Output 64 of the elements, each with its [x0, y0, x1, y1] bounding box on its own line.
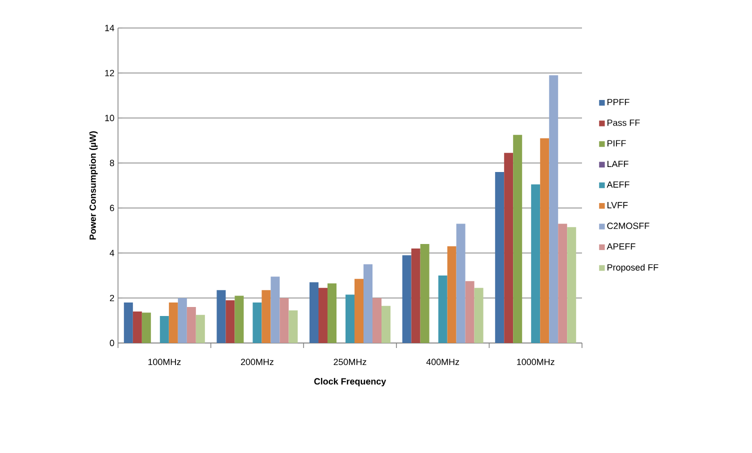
bar [132, 311, 142, 343]
bar [328, 283, 337, 343]
bar [226, 300, 235, 343]
x-tick-label: 200MHz [240, 358, 274, 366]
bar [270, 276, 280, 343]
y-tick-label: 12 [105, 70, 114, 76]
x-tick-label: 1000MHz [517, 358, 554, 366]
bar [567, 227, 576, 343]
y-tick-label: 14 [105, 24, 114, 32]
bar [382, 306, 391, 343]
bar [504, 152, 514, 343]
bar [310, 282, 319, 343]
bar [364, 264, 373, 343]
y-tick-label: 10 [105, 114, 114, 122]
bar [558, 224, 568, 343]
legend-label: APEFF [606, 243, 636, 250]
bar [495, 172, 504, 343]
bar [411, 248, 420, 343]
bar [288, 310, 298, 343]
bar [465, 281, 474, 343]
bar [216, 290, 226, 343]
legend-label: Proposed FF [608, 264, 658, 272]
bar [196, 314, 205, 343]
y-tick-label: 8 [110, 160, 114, 166]
legend-label: AEFF [606, 181, 630, 188]
bar [540, 138, 550, 343]
legend-label: LVFF [608, 202, 628, 208]
bar [142, 312, 151, 343]
bar [168, 302, 178, 343]
y-tick-label: 6 [110, 204, 114, 212]
legend-label: C2MOSFF [607, 222, 650, 230]
bar [252, 302, 262, 343]
y-axis-title: Power Consumption (µW) [89, 131, 98, 240]
x-tick-label: 250MHz [334, 358, 366, 366]
bar [280, 298, 289, 343]
bar [513, 134, 522, 343]
bar [178, 298, 187, 343]
bar [531, 184, 540, 343]
bar [318, 288, 328, 343]
legend-label: PIFF [608, 140, 626, 146]
bar [262, 290, 271, 343]
bar [549, 75, 558, 343]
x-axis-title: Clock Frequency [314, 378, 386, 386]
bar [186, 306, 196, 343]
bar [160, 316, 169, 343]
y-tick-label: 2 [110, 294, 114, 302]
x-tick-label: 400MHz [426, 358, 460, 366]
x-tick-label: 100MHz [148, 358, 181, 366]
bar [346, 294, 355, 343]
bar [474, 288, 484, 343]
bar [438, 275, 448, 343]
legend-label: LAFF [608, 160, 628, 167]
bar [456, 224, 466, 343]
bar [124, 302, 133, 343]
y-tick-label: 0 [110, 340, 114, 346]
bar [420, 244, 430, 343]
legend-label: Pass FF [608, 120, 640, 126]
bar [234, 296, 244, 343]
bar [354, 278, 364, 343]
bar [447, 246, 456, 343]
y-tick-label: 4 [110, 250, 114, 256]
bar [402, 255, 412, 343]
bar [372, 298, 382, 343]
legend-label: PPFF [608, 98, 630, 106]
